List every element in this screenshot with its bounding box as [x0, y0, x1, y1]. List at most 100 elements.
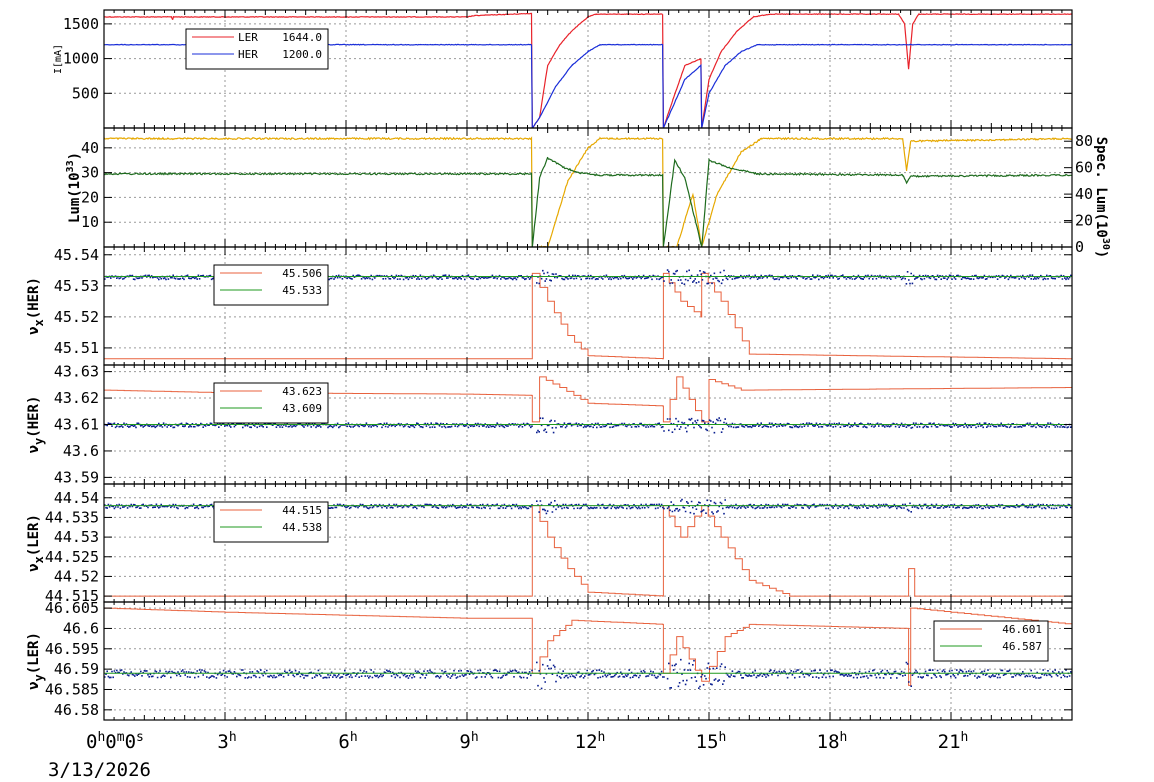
y-tick-label: 43.62	[54, 389, 99, 407]
y-tick-label: 43.61	[54, 416, 99, 434]
legend: 44.515 44.538	[213, 501, 329, 543]
time-axis: 0h0m0s 3h 6h 9h 12h 15h 18h 21h	[86, 730, 968, 753]
legend-value: 45.506	[282, 267, 322, 280]
x-tick-label: 15h	[696, 730, 727, 753]
legend: LER 1644.0 HER 1200.0	[185, 28, 329, 70]
series-layer	[104, 136, 1072, 247]
y-axis-label: I[mA]	[53, 44, 64, 74]
panel-current: 500 1000 1500 I[mA] LER 1644.0 HER 1200.0	[53, 9, 1073, 129]
x-tick-label: 21h	[938, 730, 969, 753]
y-tick-label: 20	[81, 188, 99, 206]
y-tick-label: 44.525	[45, 548, 99, 566]
y-axis: 45.51 45.52 45.53 45.54	[54, 246, 1072, 357]
legend: 46.601 46.587	[933, 620, 1049, 662]
y-tick-label: 45.51	[54, 339, 99, 357]
setpoint-line	[104, 505, 1072, 597]
grid	[104, 128, 1072, 247]
y-tick-label-right: 0	[1075, 238, 1084, 256]
legend-value: 44.538	[282, 521, 322, 534]
panel-luminosity: 10 20 30 40 0 20 40 60 80 Lum(1033) Spec. Lum(1030…	[65, 127, 1111, 259]
measured-points	[104, 498, 1072, 515]
panel-nuy_her: 43.5943.643.6143.6243.63νy(HER)43.62343.…	[26, 363, 1073, 486]
y-axis-label: Lum(1033)	[65, 152, 83, 223]
x-tick-label: 6h	[338, 730, 357, 753]
y-tick-label: 45.52	[54, 308, 99, 326]
y-axis-label: νx(LER)	[26, 514, 46, 572]
y-axis: 10 20 30 40 0 20 40 60 80	[81, 132, 1093, 256]
measured-points	[104, 658, 1072, 690]
y-tick-label: 46.59	[54, 660, 99, 678]
legend-box	[213, 382, 329, 424]
y-tick-label: 40	[81, 139, 99, 157]
y-tick-label: 43.59	[54, 468, 99, 486]
y-tick-label: 44.54	[54, 489, 99, 507]
x-tick-label: 12h	[575, 730, 606, 753]
y-tick-label: 10	[81, 213, 99, 231]
legend-value: 44.515	[282, 504, 322, 517]
x-ticks	[103, 10, 1073, 128]
series-ler	[104, 12, 1072, 128]
y-tick-label-right: 20	[1075, 212, 1093, 230]
y-tick-label: 1000	[63, 50, 99, 68]
legend: 45.506 45.533	[213, 264, 329, 306]
measured-points	[104, 417, 1072, 434]
panel-nuy_ler: 46.58 46.585 46.59 46.595 46.6 46.605 νy(LER) 4…	[26, 599, 1073, 721]
series-spec-lum	[104, 136, 1072, 247]
y-tick-label: 44.535	[45, 508, 99, 526]
legend-box	[213, 264, 329, 306]
y-axis-label: νy(LER)	[26, 632, 46, 690]
series-lum	[104, 156, 1072, 247]
setpoint-line	[104, 272, 1072, 360]
series-layer	[104, 607, 1072, 690]
y-tick-label: 44.52	[54, 567, 99, 585]
legend-box	[213, 501, 329, 543]
legend-value: 43.623	[282, 385, 322, 398]
grid	[104, 602, 1072, 720]
y-tick-label: 46.6	[63, 619, 99, 637]
y-tick-label-right: 80	[1075, 132, 1093, 150]
setpoint-line	[104, 607, 1072, 686]
y-tick-label-right: 40	[1075, 185, 1093, 203]
x-ticks	[103, 247, 1073, 365]
y-axis: 43.59 43.6 43.61 43.62 43.63	[54, 363, 1072, 486]
y-axis-label: νx(HER)	[26, 277, 46, 335]
y-tick-label: 46.585	[45, 680, 99, 698]
date-label: 3/13/2026	[48, 759, 151, 781]
legend-value: 46.601	[1002, 623, 1042, 636]
y-tick-label: 45.53	[54, 277, 99, 295]
legend-name: HER	[238, 48, 258, 61]
y-tick-label: 46.595	[45, 640, 99, 658]
legend-value: 1644.0	[282, 31, 322, 44]
legend-box	[185, 28, 329, 70]
x-tick-label: 3h	[217, 730, 236, 753]
x-tick-label: 18h	[817, 730, 848, 753]
y-tick-label: 45.54	[54, 246, 99, 264]
y-tick-label: 500	[72, 84, 99, 102]
y-axis-label: νy(HER)	[26, 396, 46, 454]
y-tick-label-right: 60	[1075, 159, 1093, 177]
legend-box	[933, 620, 1049, 662]
y-tick-label: 30	[81, 164, 99, 182]
y-tick-label: 44.53	[54, 528, 99, 546]
x-ticks	[103, 602, 1073, 720]
y-axis-label-right: Spec. Lum(1030)	[1093, 137, 1111, 259]
legend: 43.623 43.609	[213, 382, 329, 424]
x-tick-label: 0h0m0s	[86, 730, 144, 753]
legend-value: 43.609	[282, 402, 322, 415]
y-tick-label: 43.6	[63, 442, 99, 460]
y-tick-label: 44.515	[45, 587, 99, 605]
y-tick-label: 1500	[63, 15, 99, 33]
y-tick-label: 46.605	[45, 599, 99, 617]
y-tick-label: 46.58	[54, 701, 99, 719]
y-axis: 500 1000 1500	[63, 15, 1072, 102]
x-ticks	[103, 128, 1073, 247]
y-tick-label: 43.63	[54, 363, 99, 381]
panel-nux_her: 45.51 45.52 45.53 45.54 νx(HER) 45.506 45.533	[26, 246, 1073, 366]
legend-value: 46.587	[1002, 640, 1042, 653]
x-tick-label: 9h	[459, 730, 478, 753]
legend-value: 1200.0	[282, 48, 322, 61]
legend-name: LER	[238, 31, 258, 44]
